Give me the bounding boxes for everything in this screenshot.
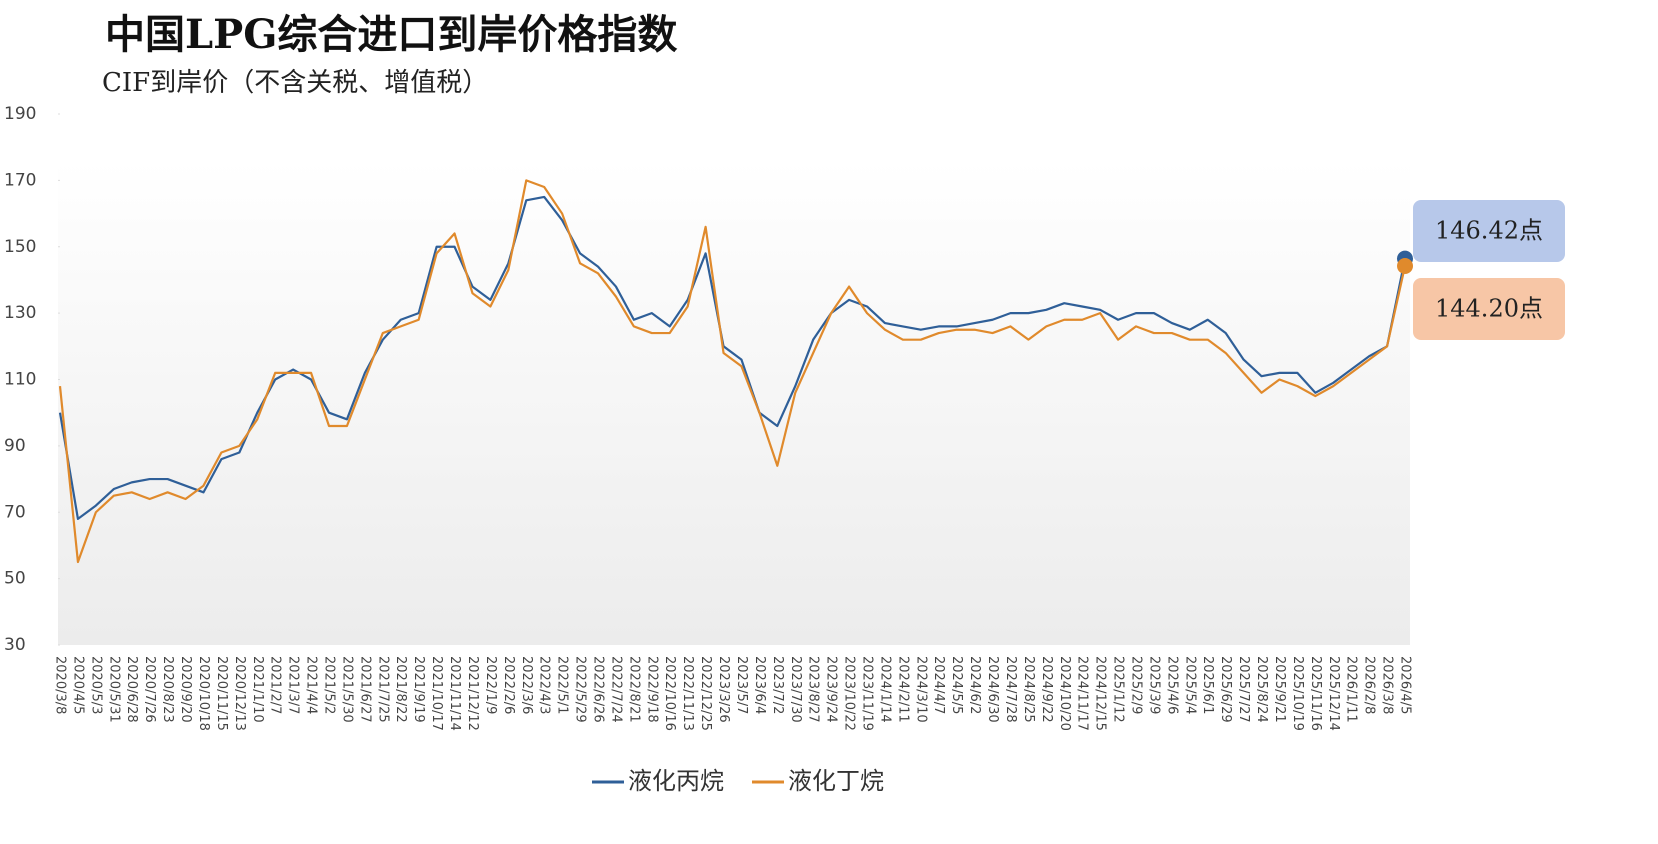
x-tick-label: 2024/6/2: [967, 656, 982, 714]
chart-subtitle: CIF到岸价（不含关税、增值税）: [102, 68, 488, 98]
y-tick-label: 50: [4, 569, 26, 589]
x-tick-label: 2021/1/10: [250, 656, 265, 723]
x-tick-label: 2022/10/16: [662, 656, 677, 731]
value-label: 144.20点: [1435, 295, 1543, 323]
x-tick-label: 2025/9/21: [1272, 656, 1287, 723]
value-label-box: [1413, 278, 1565, 340]
x-tick-label: 2022/3/6: [519, 656, 534, 714]
x-tick-label: 2021/3/7: [286, 656, 301, 714]
x-tick-label: 2021/11/14: [447, 656, 462, 731]
x-tick-label: 2022/11/13: [680, 656, 695, 731]
x-tick-label: 2022/5/29: [573, 656, 588, 723]
x-tick-label: 2025/10/19: [1290, 656, 1305, 731]
x-tick-label: 2021/7/25: [375, 656, 390, 723]
x-tick-label: 2025/6/29: [1218, 656, 1233, 723]
x-tick-label: 2025/8/24: [1254, 656, 1269, 723]
x-tick-label: 2022/4/3: [537, 656, 552, 714]
x-tick-label: 2023/10/22: [842, 656, 857, 731]
x-tick-label: 2023/7/2: [770, 656, 785, 714]
x-tick-label: 2020/9/20: [178, 656, 193, 723]
x-tick-label: 2025/12/14: [1326, 656, 1341, 731]
x-tick-label: 2026/1/11: [1344, 656, 1359, 723]
x-tick-label: 2026/2/8: [1362, 656, 1377, 714]
x-tick-label: 2020/11/15: [214, 656, 229, 731]
x-tick-label: 2021/6/27: [357, 656, 372, 723]
x-tick-label: 2021/9/19: [411, 656, 426, 723]
y-tick-label: 90: [4, 436, 26, 456]
x-tick-label: 2026/3/8: [1380, 656, 1395, 714]
x-tick-label: 2021/12/12: [465, 656, 480, 731]
x-tick-label: 2024/8/25: [1021, 656, 1036, 723]
x-tick-label: 2023/11/19: [860, 656, 875, 731]
x-tick-label: 2026/4/5: [1398, 656, 1413, 714]
x-tick-label: 2024/10/20: [1057, 656, 1072, 731]
x-tick-label: 2022/5/1: [555, 656, 570, 714]
y-tick-label: 150: [4, 237, 36, 257]
x-tick-label: 2021/5/30: [339, 656, 354, 723]
x-tick-label: 2022/8/21: [626, 656, 641, 723]
x-tick-label: 2024/1/14: [877, 656, 892, 723]
series-line: [58, 179, 1407, 564]
series-line: [58, 195, 1407, 520]
x-tick-label: 2022/7/24: [608, 656, 623, 723]
x-tick-label: 2021/5/2: [322, 656, 337, 714]
end-point: [1397, 257, 1413, 274]
x-tick-label: 2023/5/7: [734, 656, 749, 714]
x-tick-label: 2020/5/3: [88, 656, 103, 714]
y-tick-label: 170: [4, 170, 36, 190]
x-tick-label: 2025/3/9: [1146, 656, 1161, 714]
y-tick-label: 190: [4, 104, 36, 124]
x-tick-label: 2023/9/24: [824, 656, 839, 723]
x-tick-label: 2020/4/5: [70, 656, 85, 714]
plot-background: [58, 160, 1410, 645]
x-tick-label: 2024/2/11: [895, 656, 910, 723]
legend-label: 液化丁烷: [788, 767, 884, 795]
x-tick-label: 2022/9/18: [644, 656, 659, 723]
x-tick-label: 2024/6/30: [985, 656, 1000, 723]
x-tick-label: 2022/12/25: [698, 656, 713, 731]
x-tick-label: 2023/8/27: [806, 656, 821, 723]
x-tick-label: 2025/1/12: [1111, 656, 1126, 723]
x-tick-label: 2020/10/18: [196, 656, 211, 731]
x-tick-label: 2021/8/22: [393, 656, 408, 723]
x-tick-label: 2023/6/4: [752, 656, 767, 714]
x-tick-label: 2024/3/10: [913, 656, 928, 723]
y-tick-label: 110: [4, 370, 36, 390]
value-label: 146.42点: [1435, 217, 1543, 245]
value-label-box: [1413, 200, 1565, 262]
x-tick-label: 2020/8/23: [160, 656, 175, 723]
x-tick-label: 2025/4/6: [1164, 656, 1179, 714]
x-tick-label: 2021/4/4: [304, 656, 319, 714]
x-tick-label: 2022/2/6: [501, 656, 516, 714]
x-tick-label: 2025/11/16: [1308, 656, 1323, 731]
chart-title: 中国LPG综合进口到岸价格指数: [105, 11, 677, 58]
y-tick-label: 30: [4, 635, 26, 655]
x-tick-label: 2025/5/4: [1182, 656, 1197, 714]
x-tick-label: 2021/10/17: [429, 656, 444, 731]
y-tick-label: 130: [4, 303, 36, 323]
x-tick-label: 2025/2/9: [1129, 656, 1144, 714]
x-tick-label: 2024/4/7: [931, 656, 946, 714]
x-tick-label: 2024/9/22: [1039, 656, 1054, 723]
x-tick-label: 2020/7/26: [142, 656, 157, 723]
x-tick-label: 2024/5/5: [949, 656, 964, 714]
x-tick-label: 2024/7/28: [1003, 656, 1018, 723]
y-tick-label: 70: [4, 502, 26, 522]
x-tick-label: 2022/6/26: [591, 656, 606, 723]
x-tick-label: 2022/1/9: [483, 656, 498, 714]
x-tick-label: 2024/12/15: [1093, 656, 1108, 731]
x-tick-label: 2025/6/1: [1200, 656, 1215, 714]
x-tick-label: 2020/5/31: [106, 656, 121, 723]
x-tick-label: 2025/7/27: [1236, 656, 1251, 723]
x-tick-label: 2021/2/7: [268, 656, 283, 714]
x-tick-label: 2024/11/17: [1075, 656, 1090, 731]
legend-label: 液化丙烷: [628, 767, 724, 795]
x-tick-label: 2020/12/13: [232, 656, 247, 731]
x-tick-label: 2020/3/8: [53, 656, 68, 714]
x-tick-label: 2023/7/30: [788, 656, 803, 723]
x-tick-label: 2020/6/28: [124, 656, 139, 723]
x-tick-label: 2023/3/26: [716, 656, 731, 723]
